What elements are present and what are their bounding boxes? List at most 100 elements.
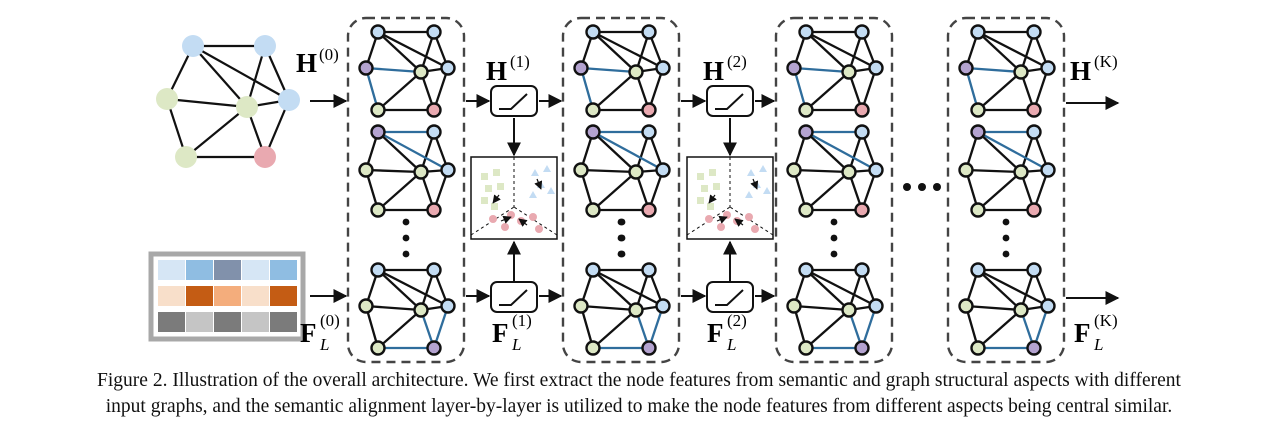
node xyxy=(641,202,657,218)
activation-box xyxy=(490,85,538,117)
node xyxy=(573,60,589,76)
node xyxy=(413,64,429,80)
edge xyxy=(166,97,248,109)
svg-text:L: L xyxy=(1093,335,1103,354)
svg-text:(1): (1) xyxy=(512,311,532,330)
circle-point xyxy=(751,225,759,233)
edge xyxy=(192,45,248,108)
horizontal-dot xyxy=(933,183,941,191)
node xyxy=(958,60,974,76)
edge xyxy=(592,31,637,73)
node xyxy=(970,340,986,356)
node xyxy=(1026,340,1042,356)
label-f1: F (1) L xyxy=(492,311,532,354)
node xyxy=(970,202,986,218)
matrix-cell xyxy=(186,286,213,306)
node xyxy=(970,24,986,40)
matrix-cell xyxy=(214,312,241,332)
matrix-cell xyxy=(186,312,213,332)
node xyxy=(868,162,884,178)
node xyxy=(413,302,429,318)
node xyxy=(854,102,870,118)
node xyxy=(236,96,258,118)
label-h2: H (2) xyxy=(703,52,747,86)
node xyxy=(854,202,870,218)
node xyxy=(413,164,429,180)
edge xyxy=(977,130,1049,172)
edge xyxy=(377,269,422,311)
edge xyxy=(977,131,1022,173)
node xyxy=(370,24,386,40)
activation-curve xyxy=(499,289,528,306)
layer-box xyxy=(946,16,1066,364)
node xyxy=(440,60,456,76)
mini-graph xyxy=(958,24,1056,118)
svg-text:L: L xyxy=(319,335,329,354)
node xyxy=(798,340,814,356)
edge xyxy=(977,268,1049,308)
edge xyxy=(377,171,422,211)
square-point xyxy=(491,203,498,210)
activation-frame xyxy=(490,281,538,313)
feature-matrix xyxy=(148,251,306,342)
node xyxy=(868,60,884,76)
triangle-point xyxy=(531,169,539,176)
activation-curve xyxy=(499,93,528,110)
node xyxy=(970,124,986,140)
edge xyxy=(377,268,449,308)
node xyxy=(175,146,197,168)
flow-arrows xyxy=(310,94,1120,305)
square-point xyxy=(493,169,500,176)
svg-text:L: L xyxy=(511,335,521,354)
node xyxy=(440,298,456,314)
node xyxy=(958,162,974,178)
vertical-dot xyxy=(402,250,410,258)
edge xyxy=(580,168,637,174)
label-hk: H (K) xyxy=(1070,52,1118,86)
node xyxy=(370,124,386,140)
square-point xyxy=(481,197,488,204)
square-point xyxy=(697,173,704,180)
mini-graph xyxy=(358,124,456,218)
horizontal-dot xyxy=(903,183,911,191)
triangle-point xyxy=(543,165,551,172)
circle-point xyxy=(535,225,543,233)
square-point xyxy=(481,173,488,180)
node xyxy=(786,60,802,76)
vertical-dot xyxy=(1002,234,1010,242)
circle-point xyxy=(501,223,509,231)
edge xyxy=(805,130,877,172)
node xyxy=(370,202,386,218)
node xyxy=(573,162,589,178)
node xyxy=(370,340,386,356)
edge xyxy=(377,309,422,349)
edge xyxy=(592,30,664,70)
node xyxy=(573,298,589,314)
square-point xyxy=(701,185,708,192)
edge xyxy=(793,168,850,174)
node xyxy=(426,124,442,140)
mini-graph xyxy=(786,24,884,118)
node xyxy=(854,124,870,140)
svg-text:L: L xyxy=(726,335,736,354)
circle-point xyxy=(717,223,725,231)
node xyxy=(1026,124,1042,140)
matrix-cell xyxy=(270,286,297,306)
figure-caption: Figure 2. Illustration of the overall ar… xyxy=(0,368,1278,420)
node xyxy=(1026,262,1042,278)
svg-text:(K): (K) xyxy=(1094,311,1118,330)
node xyxy=(585,124,601,140)
divider xyxy=(513,206,558,236)
label-fk: F (K) L xyxy=(1074,311,1118,354)
node xyxy=(655,162,671,178)
edge xyxy=(365,66,422,74)
matrix-cell xyxy=(242,260,269,280)
layer-boxes xyxy=(346,16,1066,364)
node xyxy=(628,64,644,80)
node xyxy=(798,202,814,218)
edge xyxy=(592,131,637,173)
node xyxy=(841,164,857,180)
edge xyxy=(377,30,449,70)
shift-arrow xyxy=(750,178,759,190)
caption-line-1: Figure 2. Illustration of the overall ar… xyxy=(97,370,1181,391)
